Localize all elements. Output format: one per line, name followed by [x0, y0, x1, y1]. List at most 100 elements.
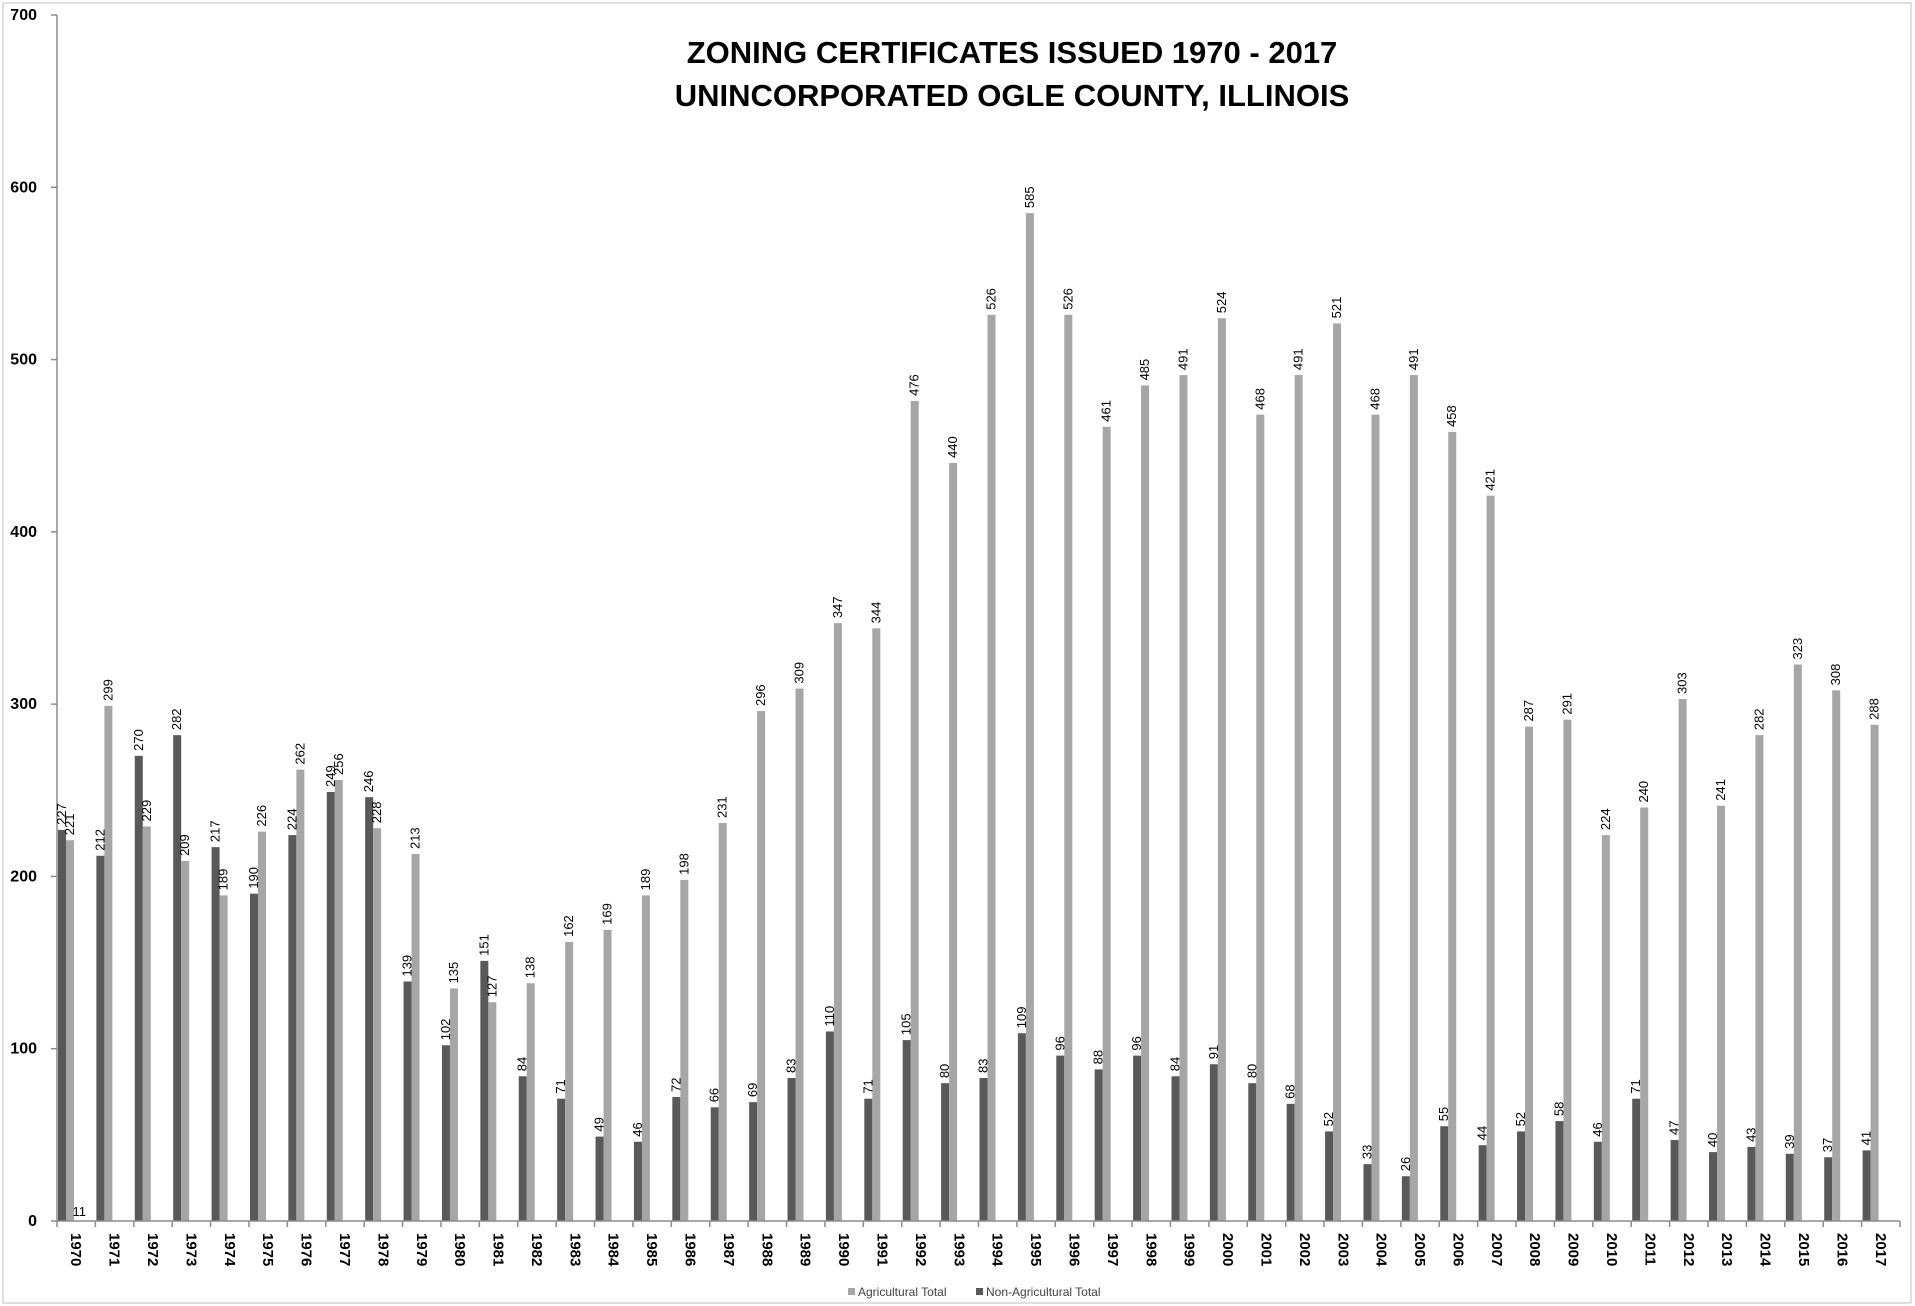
x-axis: 1970 1971 1972 1973 1974 1975 1976 1977 1978 1979… — [56, 1220, 1901, 1267]
bar-non-agricultural — [1017, 1033, 1026, 1221]
bar-non-agricultural — [825, 1031, 834, 1221]
data-label-agricultural: 524 — [1214, 292, 1229, 314]
x-tick-label: 1975 — [259, 1233, 276, 1266]
data-label-non-agricultural: 270 — [131, 729, 146, 751]
bar-non-agricultural — [211, 847, 220, 1221]
data-label-non-agricultural: 224 — [284, 808, 299, 830]
bar-non-agricultural — [1478, 1145, 1487, 1221]
bar-agricultural — [872, 628, 881, 1221]
y-tick-label: 400 — [10, 524, 37, 541]
data-label-non-agricultural: 139 — [400, 955, 415, 977]
bar-agricultural — [1870, 724, 1879, 1221]
bar-agricultural — [449, 988, 458, 1221]
y-axis: 0 100 200 300 400 500 600 700 — [10, 7, 58, 1230]
data-label-non-agricultural: 46 — [630, 1122, 645, 1136]
data-label-agricultural: 162 — [561, 915, 576, 937]
legend-label: Non-Agricultural Total — [986, 1285, 1101, 1299]
x-tick-label: 1979 — [413, 1233, 430, 1266]
data-label-agricultural: 347 — [830, 596, 845, 618]
data-label-non-agricultural: 105 — [899, 1013, 914, 1035]
data-label-agricultural: 476 — [907, 374, 922, 396]
data-label-non-agricultural: 72 — [668, 1077, 683, 1091]
bar-agricultural — [142, 826, 151, 1221]
data-label-agricultural: 198 — [676, 853, 691, 875]
x-tick-label: 2005 — [1411, 1233, 1428, 1266]
legend-swatch — [848, 1288, 855, 1295]
chart-title: ZONING CERTIFICATES ISSUED 1970 - 2017 — [687, 35, 1338, 70]
data-label-agricultural: 440 — [945, 436, 960, 458]
bar-non-agricultural — [1555, 1121, 1564, 1221]
bar-non-agricultural — [941, 1083, 950, 1221]
bar-non-agricultural — [1133, 1055, 1142, 1221]
data-label-agricultural: 491 — [1175, 348, 1190, 370]
x-tick-label: 1999 — [1181, 1233, 1198, 1266]
data-label-non-agricultural: 88 — [1091, 1050, 1106, 1064]
data-label-agricultural: 224 — [1598, 808, 1613, 830]
bar-non-agricultural — [672, 1096, 681, 1221]
bar-non-agricultural — [1709, 1152, 1718, 1221]
bar-non-agricultural — [633, 1141, 642, 1221]
x-tick-label: 2008 — [1526, 1233, 1543, 1266]
data-label-agricultural: 521 — [1329, 297, 1344, 319]
x-tick-label: 1990 — [835, 1233, 852, 1266]
data-label-agricultural: 209 — [177, 834, 192, 856]
data-label-non-agricultural: 84 — [515, 1057, 530, 1071]
legend-swatch — [976, 1288, 983, 1295]
x-tick-label: 1976 — [298, 1233, 315, 1266]
x-tick-label: 1985 — [643, 1233, 660, 1266]
bar-non-agricultural — [1209, 1064, 1218, 1221]
bar-non-agricultural — [441, 1045, 450, 1221]
x-tick-label: 1994 — [989, 1233, 1006, 1267]
bar-agricultural — [1294, 375, 1303, 1221]
y-tick-label: 300 — [10, 696, 37, 713]
data-label-non-agricultural: 71 — [553, 1079, 568, 1093]
x-tick-label: 1972 — [144, 1233, 161, 1266]
y-tick-label: 700 — [10, 7, 37, 24]
bar-agricultural — [1025, 213, 1034, 1222]
data-label-non-agricultural: 109 — [1014, 1007, 1029, 1029]
data-label-non-agricultural: 37 — [1820, 1138, 1835, 1152]
bar-agricultural — [1525, 726, 1534, 1221]
x-tick-label: 1973 — [182, 1233, 199, 1266]
bar-agricultural — [1678, 698, 1687, 1221]
bar-non-agricultural — [96, 855, 105, 1221]
bar-non-agricultural — [1325, 1131, 1334, 1221]
x-tick-label: 1992 — [912, 1233, 929, 1266]
bar-agricultural — [1717, 805, 1726, 1221]
data-label-non-agricultural: 246 — [361, 770, 376, 792]
bar-agricultural — [1064, 314, 1073, 1222]
bar-agricultural — [1640, 807, 1649, 1221]
x-tick-label: 2014 — [1757, 1233, 1774, 1267]
x-tick-label: 1980 — [451, 1233, 468, 1266]
bar-non-agricultural — [557, 1098, 566, 1221]
data-label-agricultural: 240 — [1636, 781, 1651, 803]
data-label-non-agricultural: 80 — [937, 1064, 952, 1078]
x-tick-label: 1978 — [374, 1233, 391, 1266]
data-label-agricultural: 308 — [1828, 664, 1843, 686]
x-tick-label: 2011 — [1641, 1233, 1658, 1266]
data-label-non-agricultural: 217 — [208, 820, 223, 842]
bar-agricultural — [181, 860, 190, 1221]
bar-agricultural — [1601, 835, 1610, 1221]
data-label-non-agricultural: 249 — [323, 765, 338, 787]
data-label-agricultural: 228 — [369, 801, 384, 823]
data-label-non-agricultural: 71 — [1628, 1079, 1643, 1093]
bar-agricultural — [1141, 385, 1150, 1221]
bar-agricultural — [1832, 690, 1841, 1221]
bar-agricultural — [1102, 426, 1111, 1222]
data-label-agricultural: 226 — [254, 805, 269, 827]
bars-group — [58, 213, 1879, 1222]
data-label-agricultural: 287 — [1521, 700, 1536, 722]
data-label-non-agricultural: 69 — [745, 1083, 760, 1097]
data-label-non-agricultural: 52 — [1321, 1112, 1336, 1126]
bar-non-agricultural — [58, 829, 66, 1221]
bar-agricultural — [680, 879, 689, 1221]
data-label-agricultural: 323 — [1790, 638, 1805, 660]
data-label-agricultural: 468 — [1367, 388, 1382, 410]
bar-non-agricultural — [403, 981, 412, 1221]
bar-non-agricultural — [902, 1040, 911, 1221]
bar-agricultural — [257, 831, 266, 1221]
data-label-non-agricultural: 40 — [1705, 1133, 1720, 1147]
x-tick-label: 1974 — [221, 1233, 238, 1267]
data-label-non-agricultural: 71 — [860, 1079, 875, 1093]
